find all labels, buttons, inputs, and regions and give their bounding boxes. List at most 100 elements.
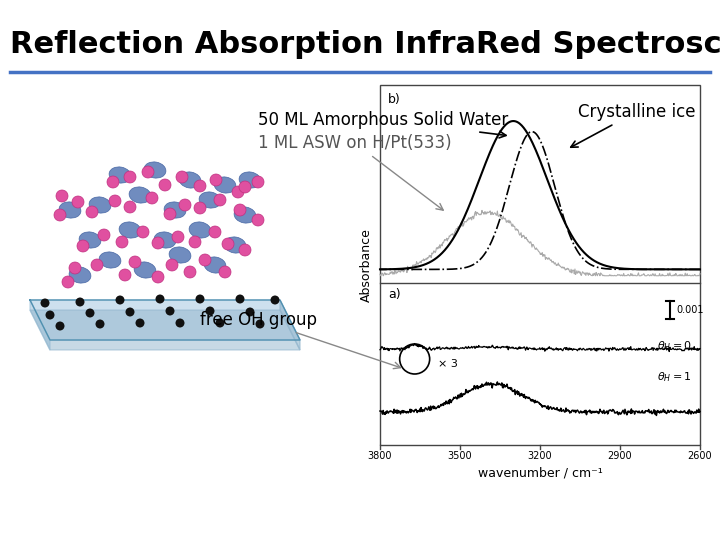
Circle shape	[232, 186, 244, 198]
Circle shape	[209, 226, 221, 238]
Circle shape	[159, 179, 171, 191]
Circle shape	[45, 310, 55, 320]
Circle shape	[219, 266, 231, 278]
Circle shape	[152, 271, 164, 283]
Circle shape	[77, 240, 89, 252]
Circle shape	[176, 319, 184, 327]
Circle shape	[252, 176, 264, 188]
Circle shape	[205, 307, 215, 315]
Ellipse shape	[89, 197, 111, 213]
Ellipse shape	[204, 257, 226, 273]
Circle shape	[179, 199, 191, 211]
Circle shape	[62, 276, 74, 288]
Ellipse shape	[234, 207, 256, 223]
Text: Absorbance: Absorbance	[359, 228, 372, 302]
Circle shape	[256, 320, 264, 328]
Circle shape	[210, 174, 222, 186]
Bar	[380, 85, 700, 445]
Text: 3200: 3200	[528, 451, 552, 461]
Circle shape	[239, 181, 251, 193]
Circle shape	[124, 201, 136, 213]
Circle shape	[172, 231, 184, 243]
Circle shape	[124, 171, 136, 183]
Circle shape	[55, 321, 65, 330]
Circle shape	[235, 294, 245, 303]
Circle shape	[189, 236, 201, 248]
Circle shape	[107, 176, 119, 188]
Text: a): a)	[388, 288, 400, 301]
Ellipse shape	[129, 187, 151, 203]
Circle shape	[246, 307, 254, 316]
Circle shape	[54, 209, 66, 221]
Text: $\theta_H = 0$: $\theta_H = 0$	[657, 339, 692, 353]
Circle shape	[152, 237, 164, 249]
Circle shape	[72, 196, 84, 208]
Circle shape	[214, 194, 226, 206]
Ellipse shape	[119, 222, 141, 238]
Circle shape	[199, 254, 211, 266]
Ellipse shape	[144, 162, 166, 178]
Ellipse shape	[59, 202, 81, 218]
Text: wavenumber / cm⁻¹: wavenumber / cm⁻¹	[477, 467, 603, 480]
Text: 2900: 2900	[608, 451, 632, 461]
Circle shape	[135, 319, 145, 327]
Ellipse shape	[179, 172, 201, 188]
Circle shape	[252, 214, 264, 226]
Circle shape	[119, 269, 131, 281]
Circle shape	[137, 226, 149, 238]
Circle shape	[98, 229, 110, 241]
Circle shape	[176, 171, 188, 183]
Text: 3800: 3800	[368, 451, 392, 461]
Circle shape	[234, 204, 246, 216]
Circle shape	[125, 307, 135, 316]
Ellipse shape	[134, 262, 156, 278]
Circle shape	[115, 295, 125, 305]
Ellipse shape	[154, 232, 176, 248]
Circle shape	[91, 259, 103, 271]
Circle shape	[76, 298, 84, 307]
Circle shape	[194, 202, 206, 214]
Circle shape	[40, 299, 50, 307]
Ellipse shape	[189, 222, 211, 238]
Text: 3500: 3500	[448, 451, 472, 461]
Ellipse shape	[214, 177, 236, 193]
Ellipse shape	[69, 267, 91, 283]
Circle shape	[86, 206, 98, 218]
Ellipse shape	[99, 252, 121, 268]
Ellipse shape	[199, 192, 221, 208]
Text: b): b)	[388, 93, 401, 106]
Circle shape	[166, 307, 174, 315]
Circle shape	[86, 308, 94, 318]
Ellipse shape	[109, 167, 131, 183]
Text: free OH group: free OH group	[200, 311, 400, 369]
Circle shape	[166, 259, 178, 271]
Polygon shape	[280, 300, 300, 350]
Circle shape	[56, 190, 68, 202]
Circle shape	[215, 319, 225, 327]
Text: $\theta_H = 1$: $\theta_H = 1$	[657, 370, 692, 384]
Text: 2600: 2600	[688, 451, 712, 461]
Circle shape	[222, 238, 234, 250]
Text: 1 ML ASW on H/Pt(533): 1 ML ASW on H/Pt(533)	[258, 134, 451, 210]
Circle shape	[142, 166, 154, 178]
Text: Crystalline ice: Crystalline ice	[571, 103, 695, 147]
Ellipse shape	[79, 232, 101, 248]
Ellipse shape	[224, 237, 246, 253]
Circle shape	[271, 295, 279, 305]
Text: 0.001: 0.001	[676, 305, 703, 315]
Circle shape	[156, 294, 164, 303]
Ellipse shape	[239, 172, 261, 188]
Circle shape	[146, 192, 158, 204]
Text: × 3: × 3	[438, 359, 458, 369]
Ellipse shape	[169, 247, 191, 263]
Circle shape	[184, 266, 196, 278]
Text: 50 ML Amorphous Solid Water: 50 ML Amorphous Solid Water	[258, 111, 508, 138]
Polygon shape	[30, 300, 300, 340]
Circle shape	[196, 294, 204, 303]
Ellipse shape	[164, 202, 186, 218]
Circle shape	[239, 244, 251, 256]
Circle shape	[69, 262, 81, 274]
Circle shape	[164, 208, 176, 220]
Polygon shape	[30, 310, 300, 350]
Circle shape	[194, 180, 206, 192]
